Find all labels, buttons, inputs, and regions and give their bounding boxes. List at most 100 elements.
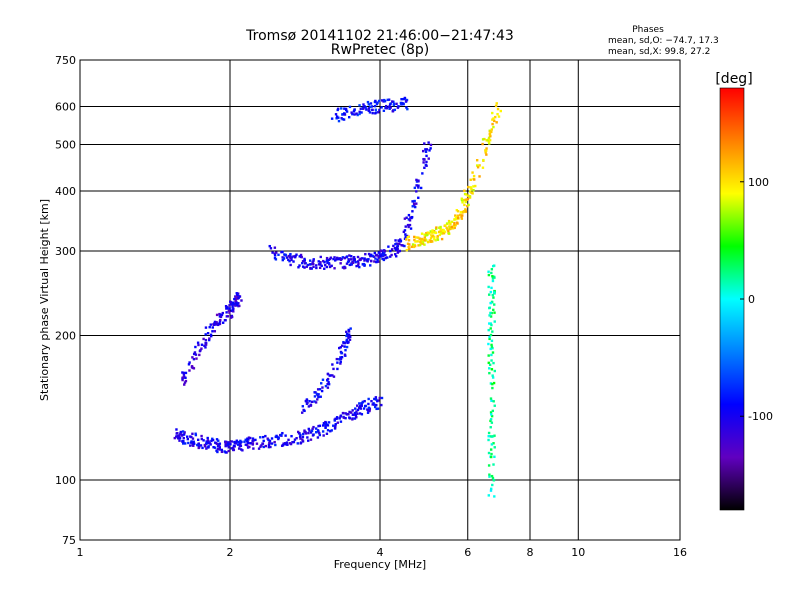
data-point	[254, 438, 257, 442]
data-point	[439, 225, 442, 229]
data-point	[339, 346, 342, 349]
data-point	[182, 436, 185, 440]
data-point	[436, 238, 440, 241]
data-point	[318, 388, 322, 391]
data-point	[273, 246, 277, 249]
y-tick-label: 750	[55, 54, 76, 67]
data-point	[274, 435, 277, 439]
data-point	[421, 242, 424, 245]
data-point	[493, 455, 496, 459]
data-point	[401, 244, 405, 247]
data-point	[491, 347, 494, 350]
data-point	[450, 220, 454, 223]
data-point	[468, 195, 472, 198]
data-point	[230, 440, 233, 443]
data-point	[405, 106, 408, 109]
data-point	[231, 301, 235, 304]
data-point	[303, 409, 306, 413]
data-point	[230, 303, 233, 306]
data-point	[382, 109, 386, 112]
data-point	[356, 260, 360, 263]
y-axis-label: Stationary phase Virtual Height [km]	[38, 199, 51, 401]
data-point	[234, 299, 237, 303]
data-point	[415, 180, 419, 183]
data-point	[248, 445, 251, 449]
data-point	[492, 442, 495, 445]
data-point	[288, 442, 292, 445]
data-point	[328, 257, 332, 261]
data-point	[331, 374, 334, 377]
data-point	[192, 444, 195, 447]
data-point	[371, 254, 374, 258]
data-point	[487, 435, 490, 438]
data-point	[394, 242, 397, 246]
data-point	[270, 442, 274, 445]
data-point	[336, 361, 339, 364]
data-point	[464, 208, 467, 211]
data-point	[403, 97, 407, 100]
data-point	[285, 441, 289, 444]
data-point	[464, 198, 467, 201]
data-point	[338, 346, 341, 350]
data-point	[471, 171, 474, 174]
data-point	[490, 353, 493, 357]
data-point	[422, 161, 425, 164]
data-point	[445, 222, 449, 225]
data-point	[327, 381, 330, 384]
data-point	[490, 413, 493, 416]
data-point	[347, 333, 351, 336]
data-point	[244, 438, 247, 441]
data-point	[421, 149, 425, 153]
data-point	[343, 112, 346, 115]
data-point	[491, 330, 494, 333]
data-point	[489, 347, 492, 351]
data-point	[377, 99, 381, 103]
data-point	[487, 464, 491, 467]
data-point	[419, 186, 423, 190]
data-point	[268, 244, 271, 248]
y-tick-label: 75	[62, 534, 76, 547]
data-point	[397, 250, 400, 253]
data-point	[345, 255, 348, 259]
data-point	[288, 259, 291, 263]
data-point	[208, 442, 211, 445]
data-point	[252, 447, 255, 450]
data-point	[492, 296, 495, 299]
data-point	[492, 264, 496, 267]
data-point	[318, 431, 321, 435]
data-point	[183, 375, 186, 378]
data-point	[391, 110, 395, 113]
data-point	[383, 249, 387, 253]
data-point	[323, 261, 326, 264]
data-point	[376, 407, 380, 410]
data-point	[360, 413, 364, 416]
colorbar-label: [deg]	[715, 71, 752, 87]
data-point	[288, 255, 292, 258]
data-point	[326, 261, 329, 264]
data-point	[410, 216, 413, 220]
y-tick-label: 500	[55, 139, 76, 152]
data-point	[303, 262, 307, 265]
data-point	[295, 253, 298, 256]
data-point	[335, 117, 338, 120]
data-point	[325, 432, 329, 435]
data-point	[225, 307, 229, 310]
data-point	[394, 248, 398, 251]
data-point	[450, 225, 454, 229]
data-point	[330, 429, 333, 432]
data-point	[489, 327, 492, 330]
data-point	[194, 345, 197, 349]
data-point	[306, 401, 309, 405]
data-point	[425, 148, 429, 151]
data-point	[374, 254, 378, 257]
data-point	[431, 231, 434, 234]
data-point	[345, 332, 349, 336]
data-point	[341, 117, 344, 121]
data-point	[373, 260, 376, 263]
data-point	[378, 253, 381, 256]
data-point	[410, 245, 413, 249]
data-point	[178, 436, 182, 440]
data-point	[261, 435, 265, 439]
data-point	[201, 446, 204, 450]
